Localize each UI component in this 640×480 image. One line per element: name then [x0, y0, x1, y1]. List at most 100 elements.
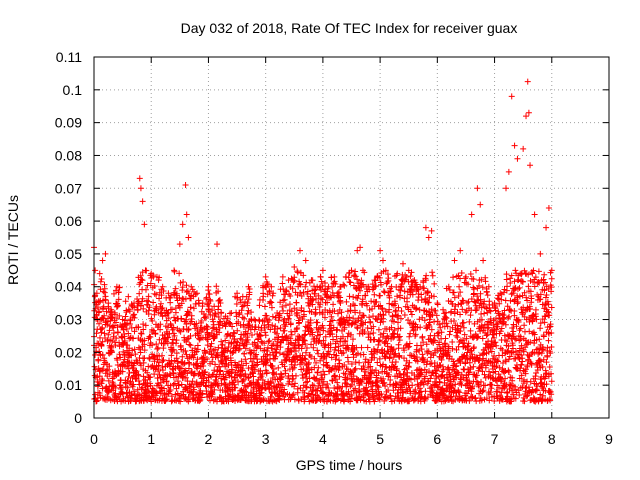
data-point — [473, 372, 480, 379]
data-point — [412, 387, 419, 394]
data-point — [302, 371, 309, 378]
data-point — [397, 325, 404, 332]
data-point — [287, 347, 294, 354]
data-point — [185, 234, 192, 241]
data-point — [239, 314, 246, 321]
data-point — [188, 283, 195, 290]
data-point — [96, 320, 103, 327]
data-point — [534, 383, 541, 390]
data-point — [335, 357, 342, 364]
data-point — [356, 309, 363, 316]
data-point — [505, 168, 512, 175]
data-point — [99, 377, 106, 384]
data-point — [483, 288, 490, 295]
data-point — [429, 311, 436, 318]
data-point — [372, 282, 379, 289]
chart-title: Day 032 of 2018, Rate Of TEC Index for r… — [181, 20, 518, 36]
data-point — [451, 257, 458, 264]
data-point — [351, 302, 358, 309]
data-point — [522, 344, 529, 351]
data-point — [319, 375, 326, 382]
data-point — [150, 273, 157, 280]
data-point — [121, 333, 128, 340]
data-point — [439, 391, 446, 398]
data-point — [167, 292, 174, 299]
data-point — [502, 321, 509, 328]
data-point — [285, 315, 292, 322]
data-point — [468, 211, 475, 218]
data-point — [208, 330, 215, 337]
data-point — [147, 374, 154, 381]
data-point — [540, 276, 547, 283]
data-point — [208, 350, 215, 357]
data-point — [95, 379, 102, 386]
data-point — [235, 378, 242, 385]
data-point — [96, 390, 103, 397]
data-point — [229, 387, 236, 394]
data-point — [229, 367, 236, 374]
data-point — [254, 336, 261, 343]
data-point — [132, 351, 139, 358]
data-point — [126, 370, 133, 377]
data-point — [425, 368, 432, 375]
data-point — [356, 388, 363, 395]
data-point — [170, 346, 177, 353]
y-tick-label: 0.07 — [55, 180, 82, 196]
data-point — [149, 341, 156, 348]
data-point — [513, 323, 520, 330]
data-point — [276, 350, 283, 357]
data-point — [463, 352, 470, 359]
data-point — [135, 324, 142, 331]
data-point — [387, 288, 394, 295]
data-point — [187, 304, 194, 311]
data-point — [422, 395, 429, 402]
data-point — [478, 276, 485, 283]
data-point — [356, 382, 363, 389]
data-point — [420, 339, 427, 346]
data-points — [91, 78, 555, 405]
data-point — [162, 396, 169, 403]
data-point — [475, 383, 482, 390]
data-point — [140, 373, 147, 380]
data-point — [136, 290, 143, 297]
data-point — [298, 292, 305, 299]
data-point — [288, 275, 295, 282]
data-point — [301, 355, 308, 362]
data-point — [450, 289, 457, 296]
data-point — [449, 382, 456, 389]
data-point — [414, 324, 421, 331]
data-point — [504, 303, 511, 310]
data-point — [297, 281, 304, 288]
x-tick-label: 4 — [319, 431, 327, 447]
data-point — [407, 330, 414, 337]
data-point — [256, 331, 263, 338]
data-point — [438, 356, 445, 363]
data-point — [307, 325, 314, 332]
data-point — [327, 318, 334, 325]
data-point — [204, 324, 211, 331]
data-point — [461, 331, 468, 338]
data-point — [112, 342, 119, 349]
axis-ticks — [93, 56, 610, 419]
data-point — [138, 330, 145, 337]
data-point — [311, 355, 318, 362]
data-point — [392, 358, 399, 365]
data-point — [463, 335, 470, 342]
data-point — [483, 332, 490, 339]
data-point — [397, 315, 404, 322]
data-point — [522, 366, 529, 373]
data-point — [317, 273, 324, 280]
data-point — [292, 380, 299, 387]
data-point — [238, 358, 245, 365]
data-point — [537, 391, 544, 398]
data-point — [151, 371, 158, 378]
data-point — [542, 313, 549, 320]
data-point — [296, 314, 303, 321]
data-point — [459, 336, 466, 343]
data-point — [348, 361, 355, 368]
data-point — [135, 372, 142, 379]
data-point — [395, 393, 402, 400]
data-point — [190, 305, 197, 312]
data-point — [194, 346, 201, 353]
